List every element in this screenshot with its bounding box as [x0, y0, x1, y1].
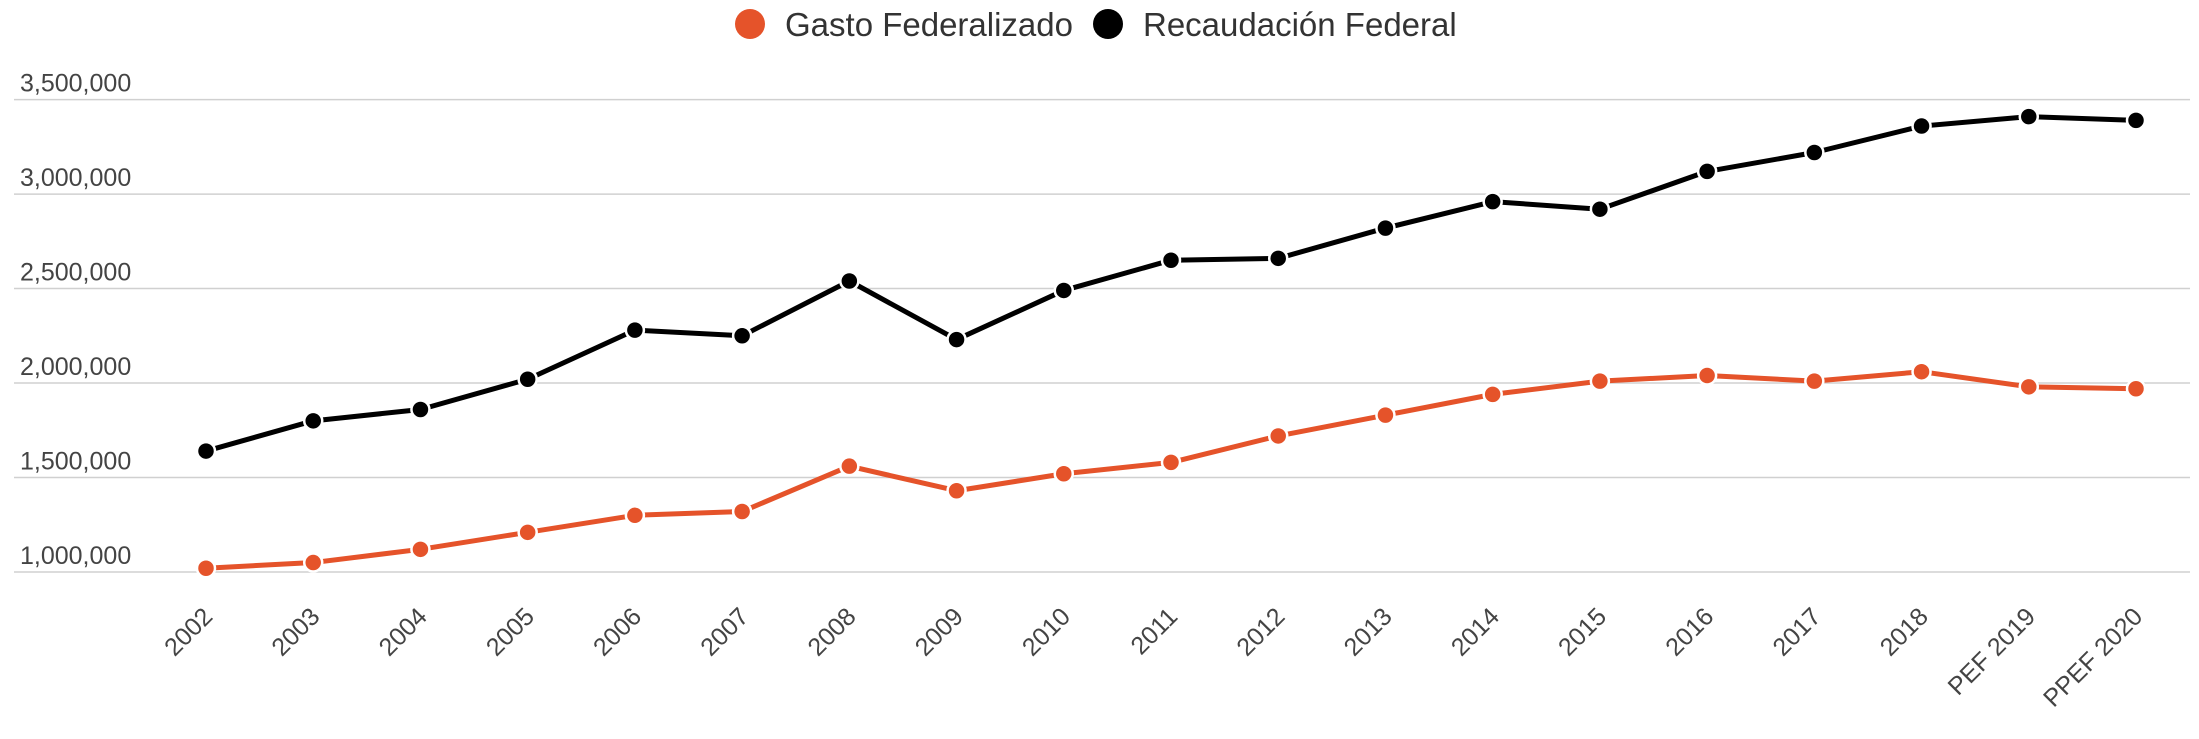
- data-point: [946, 480, 967, 501]
- legend-marker: [1093, 9, 1123, 39]
- data-point: [2018, 376, 2040, 398]
- y-tick-label: 3,500,000: [20, 70, 131, 98]
- x-tick-label: 2010: [1017, 602, 1076, 661]
- x-tick-label: 2013: [1339, 602, 1398, 661]
- data-point: [195, 557, 217, 579]
- legend-marker: [735, 9, 765, 39]
- data-point: [1375, 217, 1396, 239]
- data-point: [1267, 248, 1289, 269]
- data-point: [517, 369, 538, 390]
- x-tick-label: 2018: [1875, 602, 1934, 661]
- legend-label: Gasto Federalizado: [785, 6, 1073, 43]
- x-tick-label: 2016: [1660, 602, 1719, 661]
- x-tick-label: 2008: [802, 602, 861, 661]
- series-line: [205, 114, 2137, 454]
- x-tick-label: 2006: [588, 602, 647, 661]
- data-point: [1804, 142, 1825, 163]
- x-tick-label: PPEF 2020: [2038, 602, 2148, 712]
- data-point: [302, 410, 324, 432]
- data-point: [195, 440, 217, 462]
- x-tick-label: 2005: [481, 602, 540, 661]
- data-point: [2125, 378, 2147, 399]
- data-point: [1482, 384, 1503, 405]
- data-point: [1160, 452, 1182, 473]
- data-point: [2125, 110, 2147, 131]
- x-tick-label: 2009: [910, 602, 969, 661]
- y-tick-label: 2,500,000: [20, 259, 131, 287]
- data-point: [1589, 370, 1611, 392]
- data-point: [302, 552, 324, 573]
- data-point: [1696, 161, 1718, 182]
- x-tick-label: 2014: [1446, 602, 1505, 661]
- x-tick-label: PEF 2019: [1943, 602, 2041, 700]
- y-tick-label: 1,500,000: [20, 448, 131, 476]
- data-point: [1375, 404, 1396, 426]
- data-point: [1911, 115, 1932, 137]
- x-tick-label: 2002: [159, 602, 218, 661]
- data-point: [624, 319, 646, 341]
- x-tick-label: 2017: [1767, 602, 1826, 661]
- data-point: [1053, 280, 1075, 301]
- x-tick-label: 2003: [266, 602, 325, 661]
- data-point: [1589, 198, 1611, 220]
- data-point: [839, 270, 860, 292]
- data-point: [517, 522, 538, 543]
- data-point: [946, 329, 967, 350]
- data-point: [1482, 191, 1503, 212]
- data-point: [1160, 249, 1182, 271]
- data-point: [1696, 365, 1718, 386]
- data-point: [1053, 463, 1075, 484]
- data-point: [731, 501, 753, 522]
- x-tick-label: 2011: [1125, 602, 1183, 660]
- data-point: [1804, 370, 1825, 392]
- data-point: [1911, 361, 1932, 382]
- data-point: [839, 455, 860, 477]
- data-point: [731, 325, 753, 347]
- x-tick-label: 2012: [1231, 602, 1290, 661]
- data-point: [410, 399, 431, 420]
- x-tick-label: 2007: [695, 602, 754, 661]
- data-point: [624, 505, 646, 526]
- legend-label: Recaudación Federal: [1143, 6, 1457, 43]
- x-tick-label: 2015: [1553, 602, 1612, 661]
- data-point: [1267, 425, 1289, 447]
- y-tick-label: 3,000,000: [20, 164, 131, 192]
- data-point: [2018, 106, 2040, 127]
- data-point: [410, 539, 431, 560]
- y-tick-label: 2,000,000: [20, 353, 131, 381]
- y-tick-label: 1,000,000: [20, 542, 131, 570]
- x-tick-label: 2004: [374, 602, 433, 661]
